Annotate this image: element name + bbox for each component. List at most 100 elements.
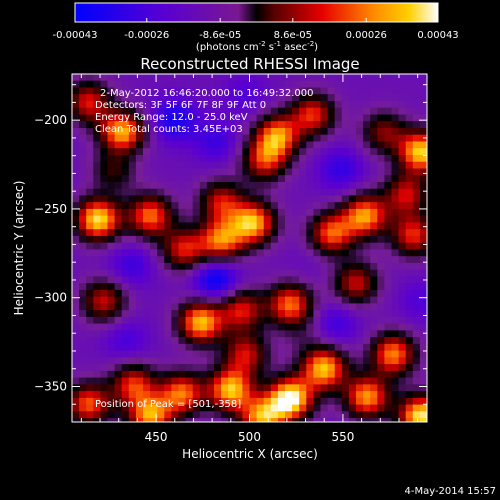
heatmap-cell xyxy=(263,283,272,291)
heatmap-cell xyxy=(398,101,407,109)
heatmap-cell xyxy=(199,235,208,244)
heatmap-cell xyxy=(419,107,427,115)
heatmap-cell xyxy=(270,148,279,156)
heatmap-cell xyxy=(235,188,243,196)
heatmap-cell xyxy=(263,384,272,392)
heatmap-cell xyxy=(100,384,109,392)
heatmap-cell xyxy=(285,337,293,345)
heatmap-cell xyxy=(214,235,222,244)
heatmap-cell xyxy=(135,377,144,385)
heatmap-cell xyxy=(221,357,229,365)
heatmap-cell xyxy=(178,195,187,203)
heatmap-cell xyxy=(150,289,158,298)
heatmap-cell xyxy=(398,269,407,277)
heatmap-cell xyxy=(157,256,165,264)
heatmap-cell xyxy=(100,310,109,318)
heatmap-cell xyxy=(114,107,123,115)
heatmap-cell xyxy=(434,398,442,405)
heatmap-cell xyxy=(135,384,144,392)
heatmap-cell xyxy=(135,128,144,136)
heatmap-cell xyxy=(135,404,144,412)
heatmap-cell xyxy=(384,208,393,217)
heatmap-cell xyxy=(178,364,187,372)
heatmap-cell xyxy=(150,155,158,163)
heatmap-cell xyxy=(370,208,378,217)
heatmap-cell xyxy=(405,323,414,331)
heatmap-cell xyxy=(221,107,229,115)
heatmap-cell xyxy=(157,215,165,223)
heatmap-cell xyxy=(256,343,265,352)
heatmap-cell xyxy=(171,411,180,419)
heatmap-cell xyxy=(419,262,427,271)
heatmap-cell xyxy=(93,148,101,156)
heatmap-cell xyxy=(72,377,80,385)
heatmap-cell xyxy=(327,94,336,102)
heatmap-cell xyxy=(135,74,144,82)
heatmap-cell xyxy=(370,87,378,95)
heatmap-cell xyxy=(412,202,421,210)
heatmap-cell xyxy=(128,229,137,237)
heatmap-cell xyxy=(178,222,187,230)
heatmap-cell xyxy=(356,310,364,318)
heatmap-cell xyxy=(356,323,364,331)
heatmap-cell xyxy=(270,249,279,257)
heatmap-cell xyxy=(164,269,172,277)
heatmap-cell xyxy=(398,161,407,169)
heatmap-cell xyxy=(384,330,393,338)
heatmap-cell xyxy=(299,87,307,95)
heatmap-cell xyxy=(171,391,180,399)
heatmap-cell xyxy=(348,418,357,422)
heatmap-cell xyxy=(214,202,222,210)
heatmap-cell xyxy=(341,107,350,115)
heatmap-cell xyxy=(398,168,407,176)
heatmap-cell xyxy=(185,337,194,345)
heatmap-cell xyxy=(256,249,265,257)
heatmap-cell xyxy=(86,310,94,318)
heatmap-cell xyxy=(157,323,165,331)
heatmap-cell xyxy=(405,343,414,352)
heatmap-cell xyxy=(270,397,279,406)
heatmap-cell xyxy=(171,310,180,318)
heatmap-cell xyxy=(157,310,165,318)
heatmap-cell xyxy=(320,202,329,210)
heatmap-cell xyxy=(206,337,215,345)
heatmap-cell xyxy=(256,357,265,365)
heatmap-cell xyxy=(235,316,243,325)
heatmap-cell xyxy=(391,411,400,419)
heatmap-cell xyxy=(285,235,293,244)
heatmap-cell xyxy=(377,404,385,412)
heatmap-cell xyxy=(221,316,229,325)
heatmap-cell xyxy=(178,303,187,311)
heatmap-cell xyxy=(427,162,435,169)
heatmap-cell xyxy=(114,222,123,230)
heatmap-cell xyxy=(93,80,101,88)
heatmap-cell xyxy=(164,161,172,169)
heatmap-cell xyxy=(306,128,314,136)
heatmap-cell xyxy=(100,276,109,284)
heatmap-cell xyxy=(86,303,94,311)
heatmap-cell xyxy=(356,289,364,298)
heatmap-cell xyxy=(228,107,236,115)
heatmap-cell xyxy=(164,182,172,190)
heatmap-cell xyxy=(313,175,322,183)
heatmap-cell xyxy=(79,303,87,311)
heatmap-cell xyxy=(86,384,94,392)
heatmap-cell xyxy=(242,229,251,237)
heatmap-cell xyxy=(256,134,265,142)
heatmap-cell xyxy=(249,377,258,385)
heatmap-cell xyxy=(192,303,201,311)
heatmap-cell xyxy=(292,141,300,149)
heatmap-cell xyxy=(150,296,158,304)
heatmap-cell xyxy=(434,364,442,371)
heatmap-cell xyxy=(277,148,286,156)
heatmap-cell xyxy=(348,148,357,156)
heatmap-cell xyxy=(356,397,364,406)
heatmap-cell xyxy=(427,270,435,277)
heatmap-cell xyxy=(412,195,421,203)
heatmap-cell xyxy=(79,121,87,129)
heatmap-cell xyxy=(377,343,385,352)
heatmap-cell xyxy=(320,283,329,291)
heatmap-cell xyxy=(398,182,407,190)
heatmap-cell xyxy=(178,155,187,163)
heatmap-cell xyxy=(242,357,251,365)
